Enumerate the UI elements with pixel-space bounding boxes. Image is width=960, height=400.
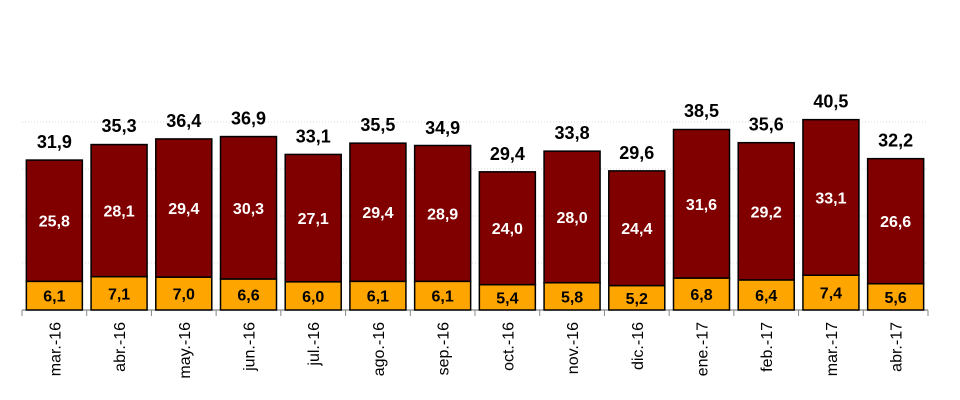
data-label-total: 31,9 bbox=[37, 132, 72, 152]
x-tick-label: jul.-16 bbox=[306, 322, 323, 367]
data-label-top: 28,1 bbox=[104, 204, 135, 221]
data-label-top: 29,2 bbox=[751, 204, 782, 221]
bar-segment-bottom bbox=[802, 274, 860, 311]
data-label-bottom: 6,0 bbox=[302, 289, 324, 306]
bar-segment-top bbox=[478, 171, 537, 286]
x-tick-label: feb.-17 bbox=[759, 322, 776, 372]
data-label-top: 33,1 bbox=[815, 190, 846, 207]
bar-segment-top bbox=[737, 141, 795, 281]
bar-segment-top bbox=[866, 157, 925, 285]
data-label-top: 27,1 bbox=[298, 211, 329, 228]
bar-segment-top bbox=[349, 142, 407, 283]
bar-segment-top bbox=[608, 170, 666, 287]
bar-segment-bottom bbox=[737, 279, 795, 311]
data-label-total: 29,6 bbox=[619, 143, 654, 163]
bar-segment-bottom bbox=[349, 280, 407, 311]
data-label-top: 30,3 bbox=[233, 201, 264, 218]
data-label-total: 35,3 bbox=[102, 116, 137, 136]
x-tick-label: oct.-16 bbox=[500, 322, 517, 371]
data-label-top: 29,4 bbox=[362, 205, 393, 222]
data-label-total: 33,8 bbox=[555, 123, 590, 143]
x-tick-label: mar.-17 bbox=[824, 322, 841, 376]
data-label-bottom: 6,1 bbox=[367, 289, 389, 306]
data-label-top: 31,6 bbox=[686, 197, 717, 214]
data-label-total: 40,5 bbox=[813, 92, 848, 112]
data-label-total: 38,5 bbox=[684, 101, 719, 121]
x-tick-label: ago.-16 bbox=[371, 322, 388, 376]
bar-segment-bottom bbox=[219, 278, 278, 311]
data-label-total: 33,1 bbox=[296, 126, 331, 146]
bar-segment-bottom bbox=[672, 277, 731, 311]
x-tick-label: abr.-16 bbox=[112, 322, 129, 372]
data-label-bottom: 7,1 bbox=[108, 286, 130, 303]
data-label-top: 26,6 bbox=[880, 214, 911, 231]
data-label-bottom: 6,8 bbox=[690, 287, 712, 304]
data-label-bottom: 6,1 bbox=[432, 289, 454, 306]
data-label-total: 34,9 bbox=[425, 118, 460, 138]
data-label-total: 29,4 bbox=[490, 144, 525, 164]
data-label-bottom: 6,6 bbox=[237, 287, 259, 304]
bar-segment-top bbox=[284, 153, 342, 283]
x-tick-label: jun.-16 bbox=[242, 322, 259, 372]
data-label-top: 25,8 bbox=[39, 214, 70, 231]
data-label-top: 24,4 bbox=[621, 221, 652, 238]
bar-segment-bottom bbox=[478, 283, 537, 311]
data-label-bottom: 5,6 bbox=[885, 290, 907, 307]
data-label-bottom: 5,4 bbox=[496, 290, 518, 307]
bar-segment-top bbox=[543, 150, 601, 284]
x-tick-label: nov.-16 bbox=[565, 322, 582, 374]
bar-segment-top bbox=[802, 118, 860, 276]
bar-segment-top bbox=[219, 135, 278, 280]
bar-segment-bottom bbox=[90, 275, 148, 311]
data-label-top: 29,4 bbox=[168, 201, 199, 218]
data-label-total: 32,2 bbox=[878, 131, 913, 151]
data-label-top: 28,9 bbox=[427, 206, 458, 223]
bar-segment-top bbox=[25, 159, 84, 283]
bar-segment-top bbox=[90, 143, 148, 278]
data-label-bottom: 6,1 bbox=[43, 289, 65, 306]
bar-segment-bottom bbox=[866, 282, 925, 311]
data-label-total: 36,9 bbox=[231, 109, 266, 129]
bar-segment-bottom bbox=[284, 281, 342, 311]
data-label-top: 28,0 bbox=[557, 210, 588, 227]
x-tick-label: ene.-17 bbox=[695, 322, 712, 376]
bar-segment-top bbox=[413, 144, 472, 283]
bar-segment-top bbox=[155, 138, 213, 278]
data-label-top: 24,0 bbox=[492, 221, 523, 238]
bar-segment-top bbox=[672, 128, 731, 279]
x-tick-label: may.-16 bbox=[177, 322, 194, 379]
data-label-bottom: 5,8 bbox=[561, 289, 583, 306]
x-tick-label: sep.-16 bbox=[436, 322, 453, 375]
data-label-total: 35,5 bbox=[360, 115, 395, 135]
x-tick-label: mar.-16 bbox=[47, 322, 64, 376]
data-label-total: 36,4 bbox=[166, 111, 201, 131]
data-label-bottom: 7,4 bbox=[820, 286, 842, 303]
bar-segment-bottom bbox=[155, 276, 213, 311]
data-label-total: 35,6 bbox=[749, 115, 784, 135]
data-label-bottom: 5,2 bbox=[626, 291, 648, 308]
bar-segment-bottom bbox=[25, 280, 84, 311]
x-tick-label: dic.-16 bbox=[630, 322, 647, 370]
data-label-bottom: 6,4 bbox=[755, 288, 777, 305]
data-label-bottom: 7,0 bbox=[173, 287, 195, 304]
x-tick-label: abr.-17 bbox=[889, 322, 906, 372]
